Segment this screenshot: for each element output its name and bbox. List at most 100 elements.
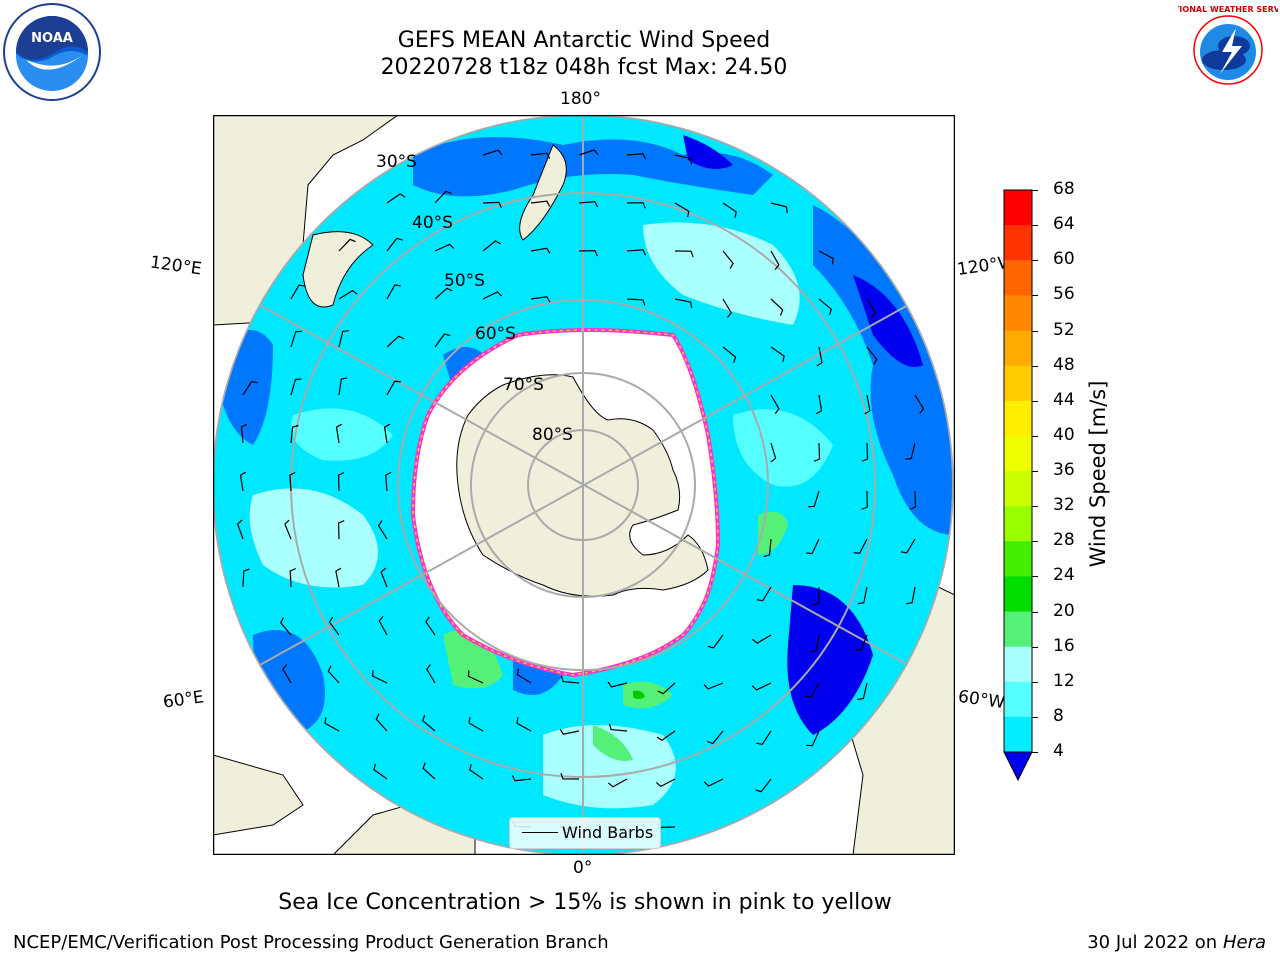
colorbar-tick-mark xyxy=(1032,260,1038,262)
colorbar-segment xyxy=(1004,646,1032,683)
wind-barb xyxy=(722,346,737,363)
wind-barb xyxy=(468,717,484,732)
wind-barb xyxy=(578,249,598,257)
colorbar-tick-label: 36 xyxy=(1053,460,1075,480)
colorbar-tick-mark xyxy=(1032,646,1038,648)
wind-barb xyxy=(469,763,484,780)
wind-barb xyxy=(242,380,258,396)
wind-barb xyxy=(808,490,820,508)
wind-barb xyxy=(378,616,388,636)
wind-barb xyxy=(434,243,455,252)
footer-credit: NCEP/EMC/Verification Post Processing Pr… xyxy=(13,932,609,953)
wind-barb xyxy=(337,520,345,540)
wind-barb xyxy=(335,423,342,444)
colorbar-tick-mark xyxy=(1032,330,1038,332)
wind-barb xyxy=(857,682,868,700)
wind-barb xyxy=(375,713,388,732)
chart-subtitle: 20220728 t18z 048h fcst Max: 24.50 xyxy=(380,55,788,80)
colorbar-tick-mark xyxy=(1032,681,1038,683)
wind-barb xyxy=(805,682,820,698)
wind-barb xyxy=(386,193,406,204)
wind-barb xyxy=(703,682,724,690)
wind-barb xyxy=(855,634,868,651)
colorbar-tick-mark xyxy=(1032,435,1038,437)
wind-barb xyxy=(770,202,788,213)
colorbar-segment xyxy=(1004,330,1032,367)
wind-barb xyxy=(806,538,820,555)
wind-barb xyxy=(338,377,348,396)
wind-barb xyxy=(812,586,820,606)
colorbar-segment xyxy=(1004,295,1032,331)
colorbar-segment xyxy=(1004,190,1032,226)
wind-barb xyxy=(530,296,551,303)
colorbar-segment xyxy=(1004,365,1032,402)
wind-barb xyxy=(516,668,532,684)
colorbar-segment xyxy=(1004,576,1032,612)
colorbar-segment xyxy=(1004,716,1032,753)
wind-barb xyxy=(284,519,292,540)
colorbar-segment xyxy=(1004,260,1032,296)
wind-barb xyxy=(626,249,647,256)
wind-barb xyxy=(377,520,388,540)
wind-barb xyxy=(770,250,780,270)
wind-barb xyxy=(516,717,532,732)
lon-label-180: 180° xyxy=(560,89,601,109)
wind-barb xyxy=(722,250,734,269)
colorbar-tick-label: 24 xyxy=(1053,565,1075,586)
colorbar-tick-mark xyxy=(1032,471,1038,472)
wind-barb xyxy=(857,586,868,605)
wind-barb xyxy=(324,717,340,732)
wind-barb xyxy=(853,538,868,554)
colorbar-segment xyxy=(1004,681,1032,718)
wind-barb xyxy=(578,200,599,208)
colorbar-tick-label: 44 xyxy=(1053,389,1075,410)
colorbar-tick-label: 52 xyxy=(1053,319,1075,340)
wind-barb xyxy=(703,778,724,787)
wind-barb xyxy=(282,664,292,684)
legend-label: Wind Barbs xyxy=(562,823,654,842)
chart-title: GEFS MEAN Antarctic Wind Speed xyxy=(397,28,771,53)
wind-barb xyxy=(763,538,772,558)
graticule xyxy=(213,115,953,855)
wind-barb xyxy=(290,424,299,444)
wind-barb xyxy=(290,330,302,348)
wind-barb xyxy=(674,202,690,218)
wind-barb xyxy=(864,394,871,415)
lat-label-80s: 80°S xyxy=(532,425,573,445)
colorbar-tick-mark xyxy=(1032,506,1038,508)
colorbar-tick-mark xyxy=(1032,225,1038,227)
wind-barb xyxy=(770,442,777,463)
wind-barb xyxy=(608,723,628,732)
wind-barb xyxy=(722,298,732,318)
wind-barb xyxy=(674,154,693,165)
wind-barb xyxy=(385,471,392,492)
wind-barb xyxy=(289,568,296,588)
wind-barb xyxy=(482,291,503,300)
wind-barb xyxy=(338,238,356,252)
colorbar-tick-label: 4 xyxy=(1053,741,1064,761)
wind-barb xyxy=(279,617,292,636)
wind-barb xyxy=(530,152,551,159)
wind-barb xyxy=(422,762,436,780)
wind-barb xyxy=(530,247,551,254)
wind-barb xyxy=(289,471,296,492)
wind-barb xyxy=(722,202,737,218)
lat-label-30s: 30°S xyxy=(376,152,417,172)
colorbar-tick-label: 48 xyxy=(1053,354,1075,375)
wind-barb xyxy=(560,772,580,780)
wind-barb xyxy=(674,298,693,309)
colorbar-segment xyxy=(1004,400,1032,437)
wind-barb xyxy=(425,616,436,636)
colorbar-tick-label: 40 xyxy=(1053,424,1075,445)
wind-barb xyxy=(530,200,551,207)
colorbar-tick-mark xyxy=(1032,365,1038,367)
colorbar-tick-mark xyxy=(1032,295,1038,297)
colorbar-tick-label: 12 xyxy=(1053,670,1075,691)
wind-barb xyxy=(338,330,349,348)
wind-speed-field xyxy=(223,135,953,809)
wind-barb xyxy=(656,730,676,742)
wind-barb xyxy=(861,490,868,510)
wind-barb xyxy=(900,538,916,554)
wind-barb xyxy=(914,394,925,414)
wind-barb xyxy=(816,346,823,367)
